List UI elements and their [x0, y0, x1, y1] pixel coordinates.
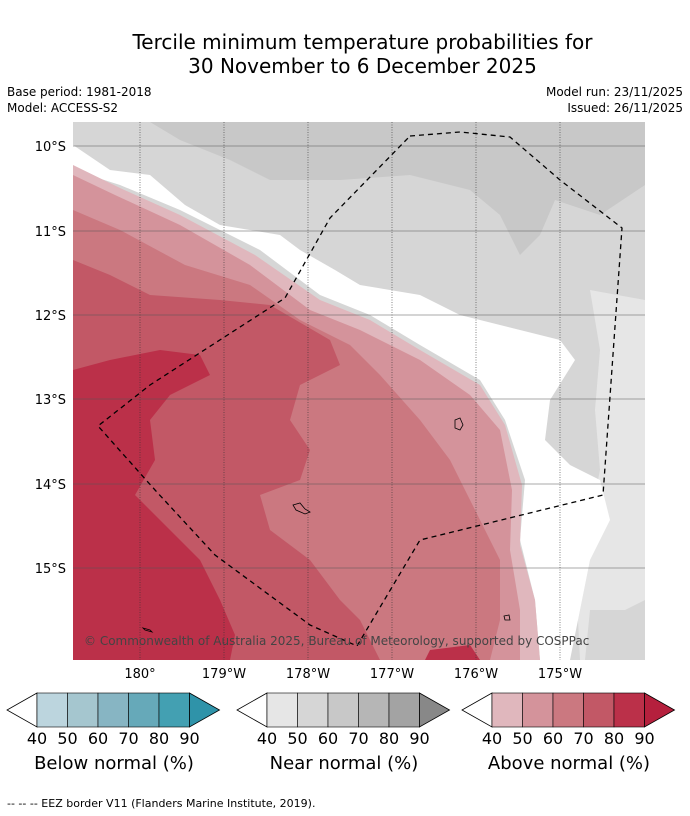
colorbar-near-normal: 40 50 60 70 80 90 — [236, 692, 451, 748]
title-line-1: Tercile minimum temperature probabilitie… — [132, 30, 593, 54]
lat-label: 14°S — [35, 478, 66, 493]
colorbar-tick-label: 60 — [88, 729, 108, 748]
lat-label: 13°S — [35, 393, 66, 408]
colorbar-bin — [388, 692, 420, 728]
colorbar-under-triangle — [461, 692, 493, 728]
colorbar-bin — [97, 692, 129, 728]
latitude-labels: 10°S 11°S 12°S 13°S 14°S 15°S — [35, 140, 66, 577]
chart-title: Tercile minimum temperature probabilitie… — [0, 30, 690, 78]
colorbar-tick-label: 80 — [604, 729, 624, 748]
copyright-text: © Commonwealth of Australia 2025, Bureau… — [84, 634, 589, 648]
lon-label: 180° — [124, 667, 155, 682]
colorbar-bin — [36, 692, 68, 728]
island — [503, 614, 511, 621]
lon-label: 177°W — [370, 667, 414, 682]
eez-footer-note: -- -- -- EEZ border V11 (Flanders Marine… — [7, 797, 316, 810]
above-normal-80-region — [73, 350, 235, 660]
near-normal-40-region — [575, 290, 645, 660]
near-normal-50-patch — [585, 600, 645, 660]
colorbar-below-normal: 40 50 60 70 80 90 — [6, 692, 221, 748]
issued-date: Issued: 26/11/2025 — [567, 101, 683, 115]
colorbar-tick-label: 50 — [287, 729, 307, 748]
colorbar-bin — [491, 692, 523, 728]
above-normal-label: Above normal (%) — [487, 753, 651, 774]
map-panel: © Commonwealth of Australia 2025, Bureau… — [35, 122, 645, 682]
colorbar-tick-label: 80 — [149, 729, 169, 748]
colorbar-tick-label: 40 — [482, 729, 502, 748]
gridlines — [73, 145, 645, 569]
colorbar-tick-label: 90 — [179, 729, 199, 748]
colorbar-tick-label: 40 — [27, 729, 47, 748]
lat-label: 15°S — [35, 562, 66, 577]
lat-label: 10°S — [35, 140, 66, 155]
above-normal-80-patch — [425, 645, 480, 660]
lat-label: 12°S — [35, 309, 66, 324]
colorbar-bin — [552, 692, 584, 728]
colorbar-bin — [358, 692, 390, 728]
colorbar-tick-label: 90 — [409, 729, 429, 748]
colorbar-bin — [67, 692, 99, 728]
island — [141, 627, 154, 633]
longitude-labels: 180° 179°W 178°W 177°W 176°W 175°W — [124, 667, 582, 682]
lon-label: 175°W — [538, 667, 582, 682]
island — [292, 502, 311, 515]
near-normal-label: Near normal (%) — [269, 753, 419, 774]
white-band — [73, 145, 610, 660]
colorbar-tick-label: 70 — [573, 729, 593, 748]
colorbar-over-triangle — [419, 692, 451, 728]
colorbar-bin — [522, 692, 554, 728]
meta-right: Model run: 23/11/2025 Issued: 26/11/2025 — [546, 84, 683, 116]
title-line-2: 30 November to 6 December 2025 — [188, 54, 537, 78]
meta-left: Base period: 1981-2018 Model: ACCESS-S2 — [7, 84, 152, 116]
colorbar-bin — [613, 692, 645, 728]
colorbar-bin — [266, 692, 298, 728]
colorbar-tick-label: 70 — [118, 729, 138, 748]
base-period: Base period: 1981-2018 — [7, 85, 152, 99]
colorbar-above-normal: 40 50 60 70 80 90 — [461, 692, 676, 748]
colorbar-tick-label: 50 — [57, 729, 77, 748]
below-normal-label: Below normal (%) — [34, 753, 194, 774]
colorbar-bin — [128, 692, 160, 728]
near-normal-60-region — [150, 122, 645, 255]
colorbar-bin — [158, 692, 190, 728]
colorbar-tick-label: 90 — [634, 729, 654, 748]
colorbar-tick-label: 80 — [379, 729, 399, 748]
colorbar-over-triangle — [644, 692, 676, 728]
colorbar-over-triangle — [189, 692, 221, 728]
colorbar-bin — [297, 692, 329, 728]
island — [454, 417, 464, 431]
eez-border — [97, 131, 623, 647]
colorbar-bin — [583, 692, 615, 728]
colorbar-under-triangle — [236, 692, 268, 728]
meridians — [139, 122, 561, 660]
lon-label: 179°W — [202, 667, 246, 682]
colorbar-tick-label: 60 — [543, 729, 563, 748]
colorbar-tick-label: 70 — [348, 729, 368, 748]
colorbar-tick-label: 40 — [257, 729, 277, 748]
model-run: Model run: 23/11/2025 — [545, 85, 683, 99]
lon-label: 176°W — [454, 667, 498, 682]
colorbar-under-triangle — [6, 692, 38, 728]
colorbar-tick-label: 60 — [318, 729, 338, 748]
colorbar-tick-label: 50 — [512, 729, 532, 748]
model-name: Model: ACCESS-S2 — [7, 101, 119, 115]
probability-field: © Commonwealth of Australia 2025, Bureau… — [73, 122, 645, 660]
colorbar-bin — [327, 692, 359, 728]
lon-label: 178°W — [286, 667, 330, 682]
lat-label: 11°S — [35, 225, 66, 240]
